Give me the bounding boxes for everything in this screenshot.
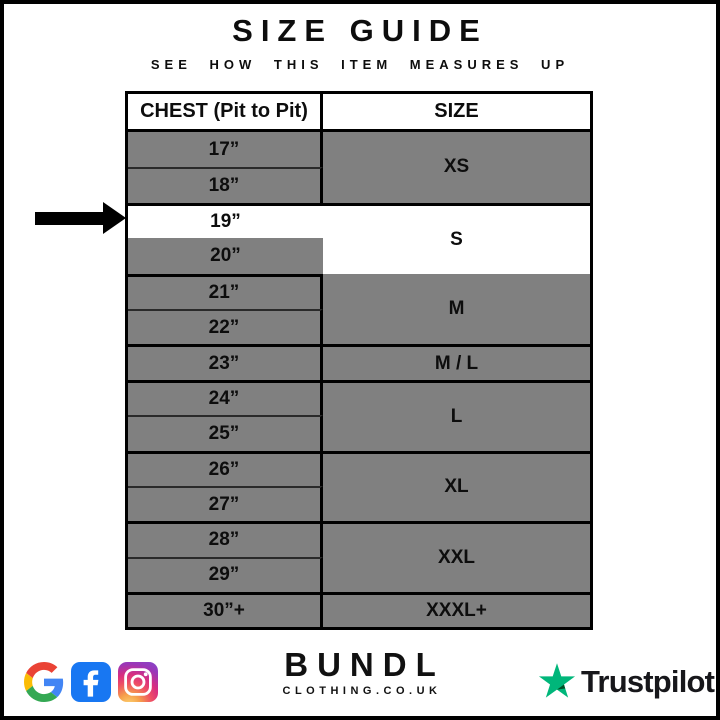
trustpilot-star-icon	[538, 663, 576, 698]
chest-cell: 24”	[128, 379, 323, 416]
chest-cell: 27”	[128, 485, 323, 522]
size-table-body: 17” XS 18” 19” S 20” 21” M 22” 23” M / L 24” L 25” 26”…	[128, 132, 590, 628]
brand-tagline: CLOTHING.CO.UK	[282, 685, 442, 697]
chest-column-header: CHEST (Pit to Pit)	[128, 94, 323, 132]
table-row: 30”+ XXXL+	[128, 592, 590, 628]
table-row: 23” M / L	[128, 344, 590, 380]
chest-cell: 19”	[128, 202, 323, 239]
size-cell: XXL	[323, 521, 590, 593]
chest-cell: 21”	[128, 273, 323, 309]
trustpilot-label: Trustpilot	[581, 663, 715, 699]
chest-cell: 20”	[128, 238, 323, 274]
size-cell: XXXL+	[323, 592, 590, 628]
table-row: 19” S	[128, 202, 590, 274]
chest-cell: 22”	[128, 308, 323, 345]
google-icon[interactable]	[24, 662, 64, 702]
highlight-arrow-icon	[35, 202, 127, 234]
social-icons	[24, 662, 158, 702]
size-cell: L	[323, 379, 590, 451]
chest-cell: 18”	[128, 167, 323, 203]
table-row: 26” XL	[128, 450, 590, 522]
size-table: CHEST (Pit to Pit) SIZE 17” XS 18” 19” S 20” 2…	[125, 91, 593, 631]
table-row: 20”	[128, 238, 590, 274]
facebook-icon[interactable]	[71, 662, 111, 702]
brand-name: BUNDL	[284, 646, 445, 683]
chest-cell: 28”	[128, 521, 323, 557]
chest-cell: 23”	[128, 344, 323, 380]
size-cell: S	[323, 202, 590, 274]
arrow-shaft	[35, 212, 105, 225]
chest-cell: 29”	[128, 556, 323, 593]
trustpilot-logo[interactable]: Trustpilot	[538, 663, 715, 700]
table-row: 24” L	[128, 379, 590, 451]
table-row: 22”	[128, 308, 590, 345]
size-cell: M	[323, 273, 590, 345]
size-cell: XS	[323, 132, 590, 203]
table-row: 25”	[128, 415, 590, 451]
table-header-row: CHEST (Pit to Pit) SIZE	[128, 94, 590, 132]
table-row: 21” M	[128, 273, 590, 345]
brand-logo: BUNDL CLOTHING.CO.UK	[4, 646, 716, 697]
table-row: 17” XS	[128, 132, 590, 203]
table-row: 28” XXL	[128, 521, 590, 593]
chest-cell: 26”	[128, 450, 323, 486]
chest-cell: 17”	[128, 132, 323, 168]
page-subtitle: SEE HOW THIS ITEM MEASURES UP	[150, 57, 570, 72]
chest-cell: 30”+	[128, 592, 323, 628]
size-cell: XL	[323, 450, 590, 522]
arrow-head	[103, 202, 126, 234]
table-row: 29”	[128, 556, 590, 593]
table-row: 18”	[128, 167, 590, 203]
instagram-icon[interactable]	[118, 662, 158, 702]
size-cell: M / L	[323, 344, 590, 380]
chest-cell: 25”	[128, 415, 323, 451]
table-row: 27”	[128, 485, 590, 522]
size-column-header: SIZE	[323, 94, 590, 132]
page-title: SIZE GUIDE	[232, 13, 488, 48]
